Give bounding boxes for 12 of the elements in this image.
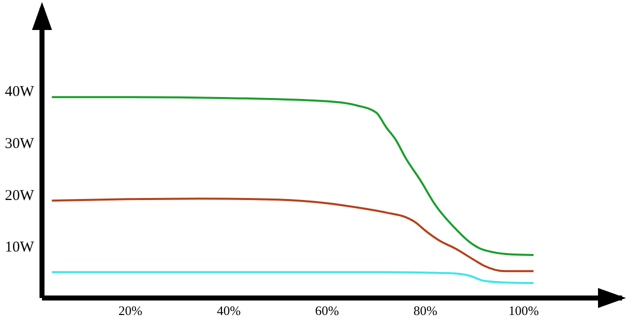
y-tick-label: 40W	[4, 84, 35, 100]
x-tick-label: 100%	[508, 303, 540, 318]
y-tick-label: 30W	[4, 136, 35, 152]
line-series	[50, 198, 535, 272]
y-tick-label: 10W	[4, 240, 35, 256]
x-tick-label: 60%	[315, 303, 340, 318]
line-series	[50, 271, 535, 284]
x-tick-label: 40%	[216, 303, 241, 318]
y-tick-label: 20W	[4, 188, 35, 204]
line-series	[50, 96, 535, 256]
x-tick-label: 20%	[118, 303, 143, 318]
x-tick-label: 80%	[413, 303, 438, 318]
